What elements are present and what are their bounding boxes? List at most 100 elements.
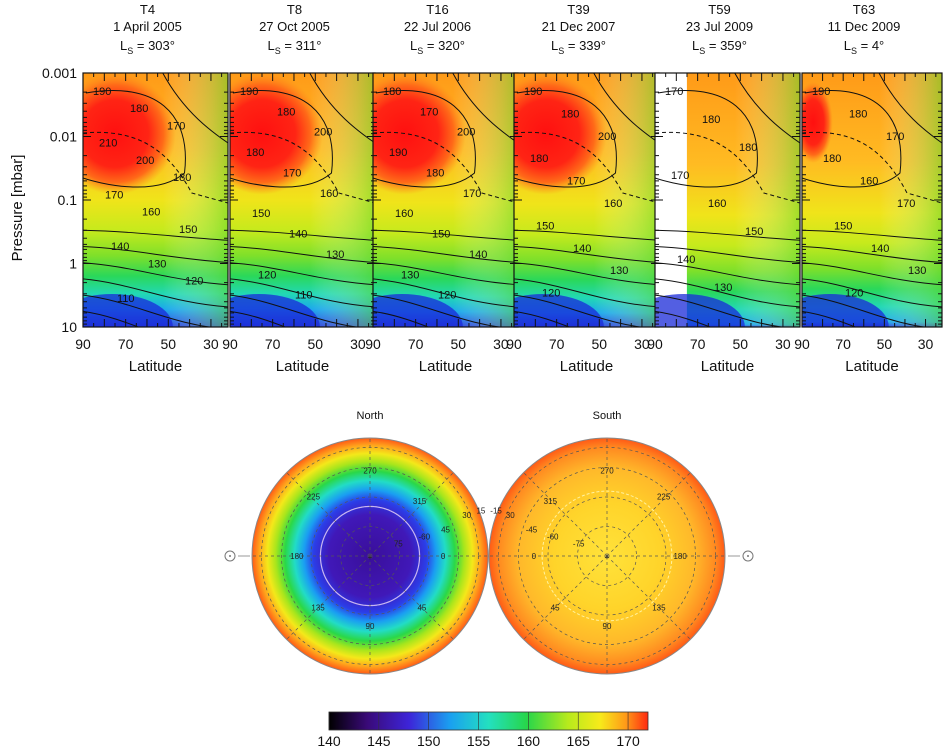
contour-label: 120 bbox=[542, 288, 560, 300]
map-label: -15 bbox=[490, 507, 502, 516]
contour-label: 180 bbox=[130, 103, 148, 115]
colorbar-tick-label: 165 bbox=[567, 733, 591, 749]
contour-line bbox=[373, 310, 430, 327]
center-mark: + bbox=[368, 553, 373, 562]
panel-t16: 180 170 200 190 180 170 160 150 140 130 120 90 70 50 3… bbox=[365, 72, 519, 375]
contour-line bbox=[514, 90, 617, 188]
panel-t4: 190 180 170 210 200 180 170 160 150 140 130 120 110 9… bbox=[75, 72, 229, 375]
contour-line bbox=[878, 73, 942, 144]
contour-label: 180 bbox=[173, 172, 191, 184]
contour-line bbox=[83, 278, 228, 308]
x-tick-label: 30 bbox=[775, 336, 791, 352]
map-label: 225 bbox=[657, 492, 671, 501]
contour-line bbox=[373, 90, 476, 188]
sun-icon-left bbox=[224, 550, 236, 562]
x-tick-label: 30 bbox=[203, 336, 219, 352]
contour-line bbox=[802, 229, 942, 241]
dashed-line bbox=[655, 131, 800, 204]
map-label: 180 bbox=[290, 552, 304, 561]
map-label: 15 bbox=[476, 507, 485, 516]
contour-label: 160 bbox=[395, 208, 413, 220]
colorbar: 140 145 150 155 160 165 170 bbox=[317, 711, 649, 749]
sun-icon-right bbox=[742, 550, 754, 562]
longitude-line bbox=[606, 555, 691, 640]
contour-label: 130 bbox=[610, 265, 628, 277]
contour-label: 170 bbox=[283, 167, 301, 179]
x-axis-label: Latitude bbox=[419, 358, 472, 375]
contour-line bbox=[514, 278, 659, 308]
contour-label: 190 bbox=[389, 147, 407, 159]
map-label: -60 bbox=[547, 532, 559, 541]
sun-icon bbox=[742, 550, 754, 562]
map-label: 30 bbox=[462, 511, 471, 520]
colorbar-gradient bbox=[328, 711, 649, 731]
x-axis-label: Latitude bbox=[560, 358, 613, 375]
contour-line bbox=[655, 246, 800, 264]
cold-region bbox=[655, 293, 745, 327]
contour-line bbox=[802, 90, 902, 188]
latitude-circle bbox=[340, 526, 400, 586]
panel-t39: 190 180 200 180 170 160 150 140 130 120 90 70 50 30 La… bbox=[506, 72, 660, 375]
contour-label: 180 bbox=[277, 106, 295, 118]
contour-label: 190 bbox=[524, 86, 542, 98]
contour-line bbox=[230, 262, 375, 286]
contour-label: 130 bbox=[148, 258, 166, 270]
contour-line bbox=[230, 278, 375, 308]
x-tick-label: 30 bbox=[350, 336, 366, 352]
contour-line bbox=[655, 262, 800, 286]
contour-label: 170 bbox=[897, 198, 915, 210]
contour-label: 170 bbox=[420, 106, 438, 118]
contour-line bbox=[373, 278, 518, 308]
contour-label: 160 bbox=[142, 207, 160, 219]
x-tick-label: 50 bbox=[733, 336, 749, 352]
dashed-line bbox=[802, 131, 942, 204]
contour-line bbox=[802, 310, 857, 327]
contour-label: 210 bbox=[99, 138, 117, 150]
map-label: 45 bbox=[441, 525, 450, 534]
cold-region bbox=[373, 293, 463, 327]
contour-label: 130 bbox=[401, 269, 419, 281]
map-label: 270 bbox=[363, 466, 377, 475]
contour-line bbox=[230, 229, 375, 241]
contour-line bbox=[83, 90, 186, 188]
contour-label: 130 bbox=[714, 282, 732, 294]
contour-line bbox=[802, 262, 942, 286]
contour-line bbox=[655, 278, 800, 308]
contour-label: 150 bbox=[745, 226, 763, 238]
y-tick-label: 0.1 bbox=[58, 192, 78, 208]
x-axis-label: Latitude bbox=[845, 358, 898, 375]
x-axis-label: Latitude bbox=[701, 358, 754, 375]
map-label: 75 bbox=[394, 540, 403, 549]
longitude-line bbox=[286, 472, 371, 557]
contour-line bbox=[514, 262, 659, 286]
cold-region bbox=[514, 293, 604, 327]
x-tick-label: 90 bbox=[506, 336, 522, 352]
contour-label: 180 bbox=[561, 108, 579, 120]
panel-t8: 190 180 200 180 170 160 150 140 130 120 110 90 70 50 3… bbox=[222, 72, 376, 375]
map-label: 315 bbox=[413, 497, 427, 506]
map-label: 90 bbox=[366, 622, 375, 631]
colorbar-tick-label: 145 bbox=[367, 733, 391, 749]
map-label: 315 bbox=[544, 497, 558, 506]
contour-label: 170 bbox=[463, 188, 481, 200]
sun-icon-dot bbox=[747, 555, 749, 557]
contour-line bbox=[655, 310, 712, 327]
contour-label: 170 bbox=[105, 189, 123, 201]
latitude-circle bbox=[281, 467, 459, 645]
contour-line bbox=[514, 229, 659, 241]
contour-label: 170 bbox=[886, 131, 904, 143]
longitude-line bbox=[369, 472, 454, 557]
contour-label: 200 bbox=[598, 131, 616, 143]
contour-line bbox=[734, 73, 800, 144]
contour-line bbox=[373, 262, 518, 286]
map-label: 225 bbox=[307, 492, 321, 501]
x-tick-label: 70 bbox=[265, 336, 281, 352]
cold-region bbox=[230, 293, 320, 327]
contour-line bbox=[802, 278, 942, 308]
edge-contour bbox=[541, 490, 673, 622]
contour-label: 150 bbox=[252, 208, 270, 220]
map-label: -60 bbox=[418, 532, 430, 541]
contour-label: 140 bbox=[871, 243, 889, 255]
contour-label: 180 bbox=[739, 142, 757, 154]
latitude-circle bbox=[310, 496, 430, 616]
